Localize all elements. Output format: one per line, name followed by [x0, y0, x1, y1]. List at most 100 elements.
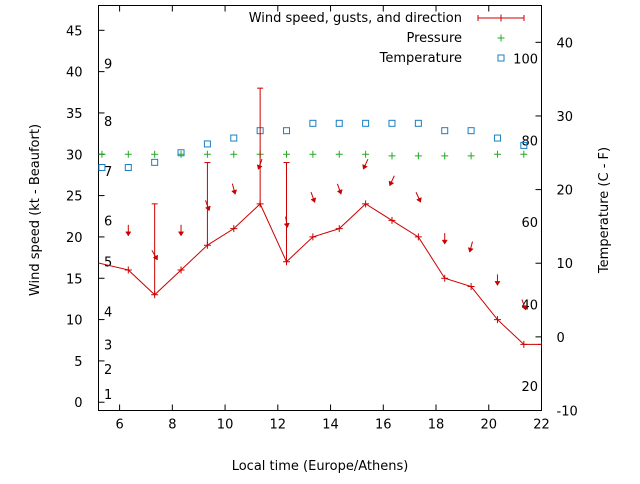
wind-direction-arrowhead — [521, 304, 528, 311]
x-tick-label: 20 — [480, 418, 497, 433]
y-left-tick-label: 40 — [66, 66, 83, 81]
wind-direction-arrowhead — [388, 180, 395, 187]
y-left-tick-label: 0 — [74, 396, 82, 411]
beaufort-label: 9 — [104, 57, 112, 72]
fahrenheit-label: 80 — [521, 134, 538, 149]
temperature-point — [441, 127, 449, 135]
legend: Wind speed, gusts, and direction Pressure… — [249, 11, 525, 66]
pressure-point — [283, 150, 291, 158]
wind-direction-arrowhead — [467, 247, 474, 253]
y-left-tick-label: 30 — [66, 148, 83, 163]
wind-speed-point — [362, 200, 370, 208]
wind-speed-point — [520, 340, 528, 348]
temperature-point — [177, 149, 185, 157]
wind-speed-point — [335, 225, 343, 233]
temperature-point — [230, 134, 238, 142]
pressure-point — [151, 150, 159, 158]
wind-direction-arrowhead — [152, 254, 158, 261]
y-left-tick-label: 10 — [66, 314, 83, 329]
wind-direction-arrowhead — [336, 189, 343, 195]
y-left-tick-label: 45 — [66, 24, 83, 39]
y-axis-right-label: Temperature (C - F) — [597, 147, 612, 274]
temperature-point — [309, 119, 317, 127]
temperature-point — [151, 158, 159, 166]
beaufort-label: 5 — [104, 256, 112, 271]
x-tick-label: 10 — [217, 418, 234, 433]
beaufort-label: 2 — [104, 363, 112, 378]
pressure-point — [335, 150, 343, 158]
x-tick-label: 12 — [270, 418, 287, 433]
y-right-tick-label: -10 — [557, 405, 578, 420]
y-right-tick-label: 10 — [557, 257, 574, 272]
y-right-tick-label: 40 — [557, 36, 574, 51]
y-right-tick-label: 30 — [557, 110, 574, 125]
x-tick-label: 16 — [375, 418, 392, 433]
wind-direction-arrowhead — [310, 197, 317, 203]
plot-frame — [98, 5, 542, 411]
pressure-point — [203, 150, 211, 158]
beaufort-label: 7 — [104, 165, 112, 180]
y-left-tick-label: 20 — [66, 231, 83, 246]
beaufort-label: 8 — [104, 115, 112, 130]
fahrenheit-label: 20 — [521, 380, 538, 395]
wind-direction-arrowhead — [231, 189, 238, 195]
temperature-point — [467, 127, 475, 135]
y-right-tick-label: 0 — [557, 331, 565, 346]
pressure-point — [98, 150, 106, 158]
axis-ticks: 6 8 10 12 14 16 18 20 22051015202530354045-10010… — [66, 5, 578, 433]
x-tick-label: 14 — [322, 418, 339, 433]
x-axis-label: Local time (Europe/Athens) — [232, 459, 409, 474]
wind-speed-point — [467, 283, 475, 291]
x-tick-label: 6 — [115, 418, 123, 433]
wind-speed-point — [388, 216, 396, 224]
pressure-point — [230, 150, 238, 158]
wind-direction-arrowhead — [204, 205, 211, 212]
wind-direction-arrowhead — [177, 231, 185, 237]
y-right-tick-label: 20 — [557, 184, 574, 199]
temperature-point — [335, 119, 343, 127]
pressure-point — [520, 150, 528, 158]
wind-speed-point — [309, 233, 317, 241]
wind-direction-arrowhead — [283, 222, 290, 228]
wind-direction-arrowhead — [441, 239, 448, 245]
y-left-tick-label: 25 — [66, 190, 83, 205]
legend-label: Wind speed, gusts, and direction — [249, 11, 462, 26]
temperature-point — [493, 134, 501, 142]
wind-speed-point — [538, 340, 542, 348]
beaufort-label: 3 — [104, 338, 112, 353]
pressure-point — [414, 152, 422, 160]
wind-direction-arrowhead — [416, 197, 422, 203]
beaufort-label: 4 — [104, 305, 112, 320]
fahrenheit-label: 60 — [521, 216, 538, 231]
beaufort-labels: 1 2 3 4 5 6 7 8 9 — [104, 57, 112, 403]
temperature-point — [203, 140, 211, 148]
wind-direction-arrowhead — [494, 281, 501, 286]
temperature-point — [362, 119, 370, 127]
fahrenheit-label: 100 — [513, 53, 538, 68]
wind-speed-point — [230, 225, 238, 233]
pressure-point — [124, 150, 132, 158]
y-axis-left-label: Wind speed (kt - Beaufort) — [28, 124, 43, 296]
series-marks — [98, 87, 542, 348]
legend-pressure-marker — [497, 34, 505, 42]
pressure-point — [441, 152, 449, 160]
temperature-point — [283, 127, 291, 135]
pressure-point — [388, 152, 396, 160]
wind-speed-line — [98, 203, 542, 345]
temperature-point — [414, 119, 422, 127]
wind-speed-point — [414, 233, 422, 241]
y-left-tick-label: 5 — [74, 355, 82, 370]
y-left-tick-label: 35 — [66, 107, 83, 122]
beaufort-label: 1 — [104, 388, 112, 403]
temperature-point — [124, 164, 132, 171]
y-left-tick-label: 15 — [66, 272, 83, 287]
wind-speed-point — [493, 316, 501, 324]
temperature-point — [520, 141, 528, 149]
pressure-point — [467, 152, 475, 160]
legend-label: Pressure — [406, 31, 462, 46]
wind-direction-arrowhead — [362, 164, 368, 170]
wind-speed-point — [441, 274, 449, 282]
x-tick-label: 18 — [428, 418, 445, 433]
